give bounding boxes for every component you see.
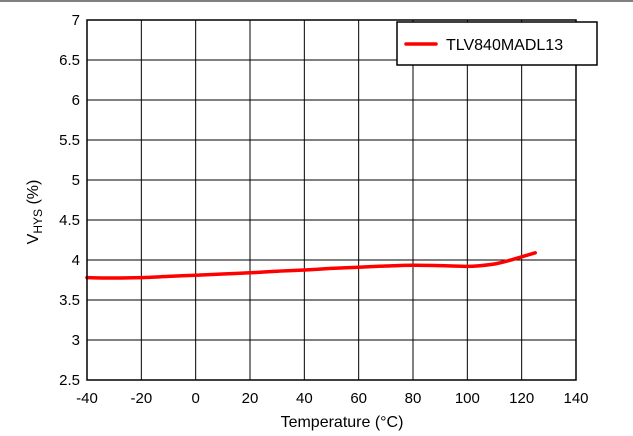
series-group xyxy=(85,251,537,280)
series-line-tlv840madl13 xyxy=(85,251,537,280)
x-tick-label: 140 xyxy=(563,390,588,407)
y-axis-title-main: V xyxy=(25,233,42,244)
legend: TLV840MADL13 xyxy=(396,21,598,66)
y-tick-label: 4.5 xyxy=(59,212,80,229)
y-tick-label: 7 xyxy=(72,12,80,29)
x-tick-label: 120 xyxy=(509,390,534,407)
x-tick-label: 80 xyxy=(405,390,422,407)
y-tick-label: 4 xyxy=(72,252,80,269)
y-tick-label: 6.5 xyxy=(59,52,80,69)
y-tick-label: 2.5 xyxy=(59,372,80,389)
y-axis-title: VHYS (%) xyxy=(25,180,45,245)
x-tick-label: 20 xyxy=(242,390,259,407)
legend-label: TLV840MADL13 xyxy=(446,37,563,54)
plot-frame xyxy=(86,19,577,381)
y-tick-label: 6 xyxy=(72,92,80,109)
x-tick-label: 60 xyxy=(350,390,367,407)
x-tick-labels: -40 -20 0 20 40 60 80 100 120 140 xyxy=(76,390,588,407)
x-tick-label: 40 xyxy=(296,390,313,407)
y-tick-labels: 2.5 3 3.5 4 4.5 5 5.5 6 6.5 7 xyxy=(59,12,80,389)
y-tick-label: 3 xyxy=(72,332,80,349)
y-tick-label: 3.5 xyxy=(59,292,80,309)
y-tick-label: 5.5 xyxy=(59,132,80,149)
grid xyxy=(87,20,576,380)
x-tick-label: 100 xyxy=(455,390,480,407)
y-axis-title-suffix: (%) xyxy=(25,180,42,209)
x-tick-label: -40 xyxy=(76,390,98,407)
y-tick-label: 5 xyxy=(72,172,80,189)
x-tick-label: 0 xyxy=(191,390,199,407)
x-axis-title: Temperature (°C) xyxy=(281,414,404,431)
x-tick-label: -20 xyxy=(130,390,152,407)
y-axis-title-sub: HYS xyxy=(31,209,45,234)
